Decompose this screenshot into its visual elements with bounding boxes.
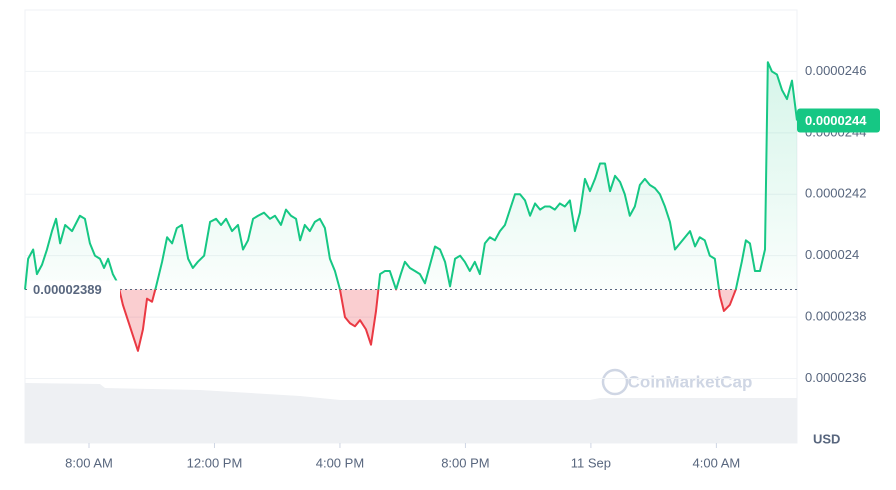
volume-area bbox=[25, 383, 797, 443]
baseline-label-bg bbox=[28, 280, 120, 299]
last-price-tag bbox=[797, 108, 880, 133]
price-line bbox=[24, 61, 798, 352]
y-tick-label: 0.000024 bbox=[805, 247, 859, 262]
last-price-label: 0.0000244 bbox=[805, 113, 867, 128]
watermark-logo bbox=[601, 368, 629, 396]
baseline-label: 0.00002389 bbox=[33, 282, 102, 297]
y-tick-label: 0.0000242 bbox=[805, 186, 866, 201]
y-unit: USD bbox=[813, 431, 840, 446]
area-fill bbox=[25, 62, 797, 351]
x-tick-label: 8:00 PM bbox=[441, 455, 489, 470]
y-tick-label: 0.0000246 bbox=[805, 63, 866, 78]
watermark: CoinMarketCap bbox=[628, 372, 753, 391]
x-tick-label: 4:00 AM bbox=[693, 455, 741, 470]
x-tick-label: 8:00 AM bbox=[65, 455, 113, 470]
x-tick-label: 12:00 PM bbox=[187, 455, 243, 470]
x-tick-label: 4:00 PM bbox=[316, 455, 364, 470]
y-tick-label: 0.0000236 bbox=[805, 370, 866, 385]
y-tick-label: 0.0000238 bbox=[805, 309, 866, 324]
x-tick-label: 11 Sep bbox=[571, 455, 611, 470]
